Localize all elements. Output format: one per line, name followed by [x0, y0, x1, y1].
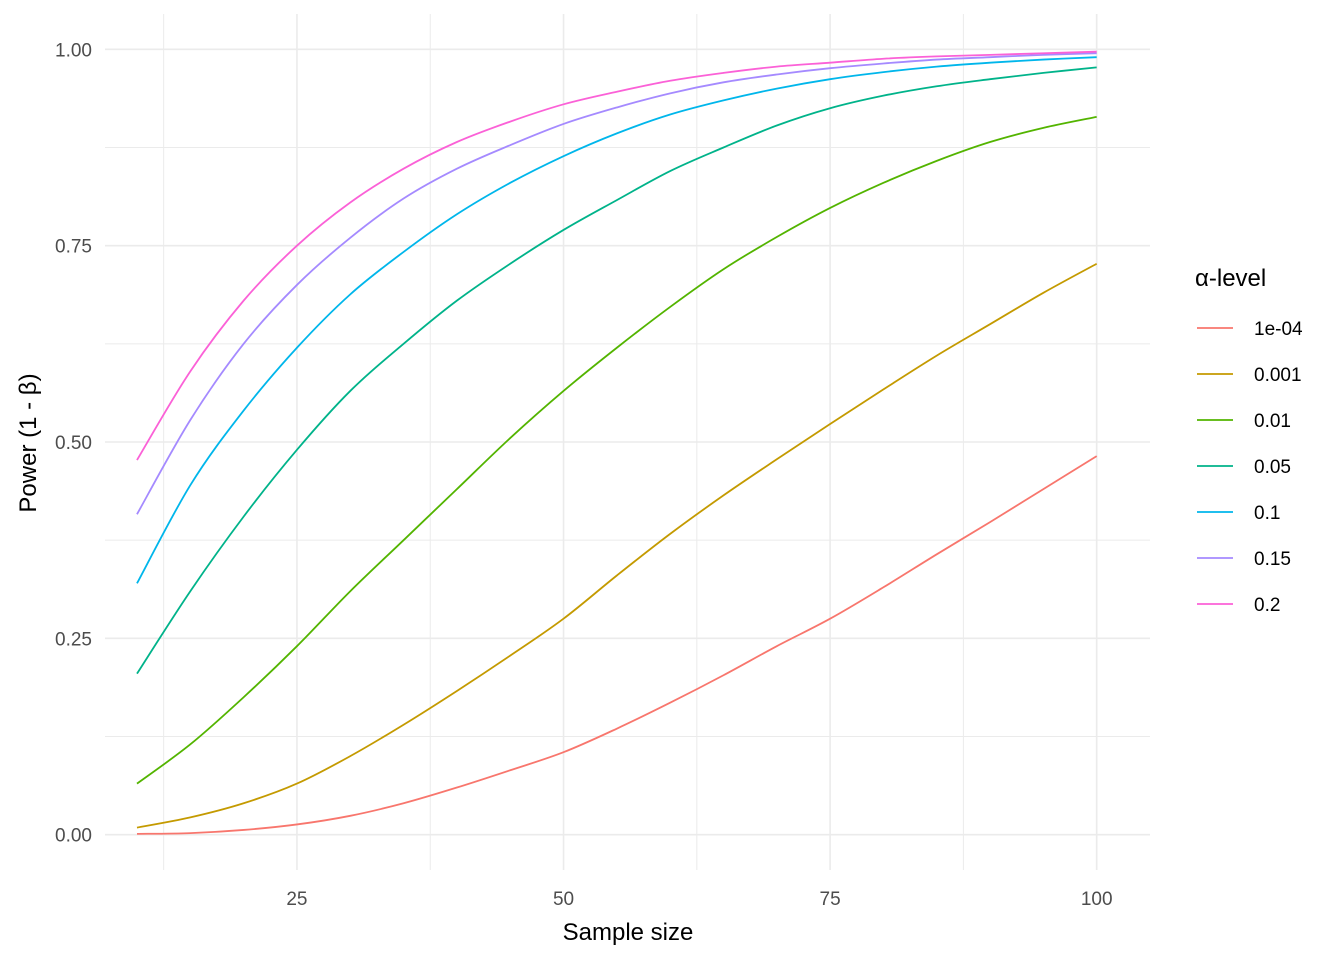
y-tick-label: 0.00: [55, 826, 92, 847]
legend-items: 1e-04 0.001 0.01 0.05 0.1 0.15 0.2: [1197, 319, 1303, 616]
series-line-0.2: [136, 50, 1097, 461]
legend-label: 0.01: [1254, 411, 1291, 432]
tick-labels: 25 50 75 100 0.00 0.25 0.50 0.75 1.00: [55, 40, 1113, 910]
series-line-0.15: [136, 52, 1097, 515]
x-tick-label: 100: [1081, 889, 1113, 910]
minor-gridlines: [105, 14, 1150, 870]
series-line-0.1: [136, 56, 1097, 584]
x-tick-label: 50: [553, 889, 574, 910]
legend-label: 0.15: [1254, 549, 1291, 570]
y-tick-label: 0.25: [55, 629, 92, 650]
legend-title: α-level: [1195, 265, 1266, 292]
y-axis-title: Power (1 - β): [15, 373, 42, 512]
major-gridlines: [105, 14, 1150, 870]
legend: α-level 1e-04 0.001 0.01 0.05 0.1 0.15 0.2: [1195, 265, 1303, 616]
y-tick-label: 1.00: [55, 40, 92, 61]
legend-label: 1e-04: [1254, 319, 1303, 340]
y-tick-label: 0.75: [55, 237, 92, 258]
series-line-0.05: [136, 66, 1097, 675]
legend-label: 0.05: [1254, 457, 1291, 478]
series-line-0.001: [136, 262, 1098, 829]
legend-label: 0.1: [1254, 503, 1280, 524]
x-axis-title: Sample size: [563, 919, 694, 946]
legend-label: 0.2: [1254, 595, 1280, 616]
series-lines: [136, 50, 1098, 835]
y-tick-label: 0.50: [55, 433, 92, 454]
legend-label: 0.001: [1254, 365, 1302, 386]
series-line-0.01: [136, 115, 1097, 785]
x-tick-label: 75: [820, 889, 841, 910]
x-tick-label: 25: [286, 889, 307, 910]
series-line-1e-04: [136, 455, 1098, 835]
